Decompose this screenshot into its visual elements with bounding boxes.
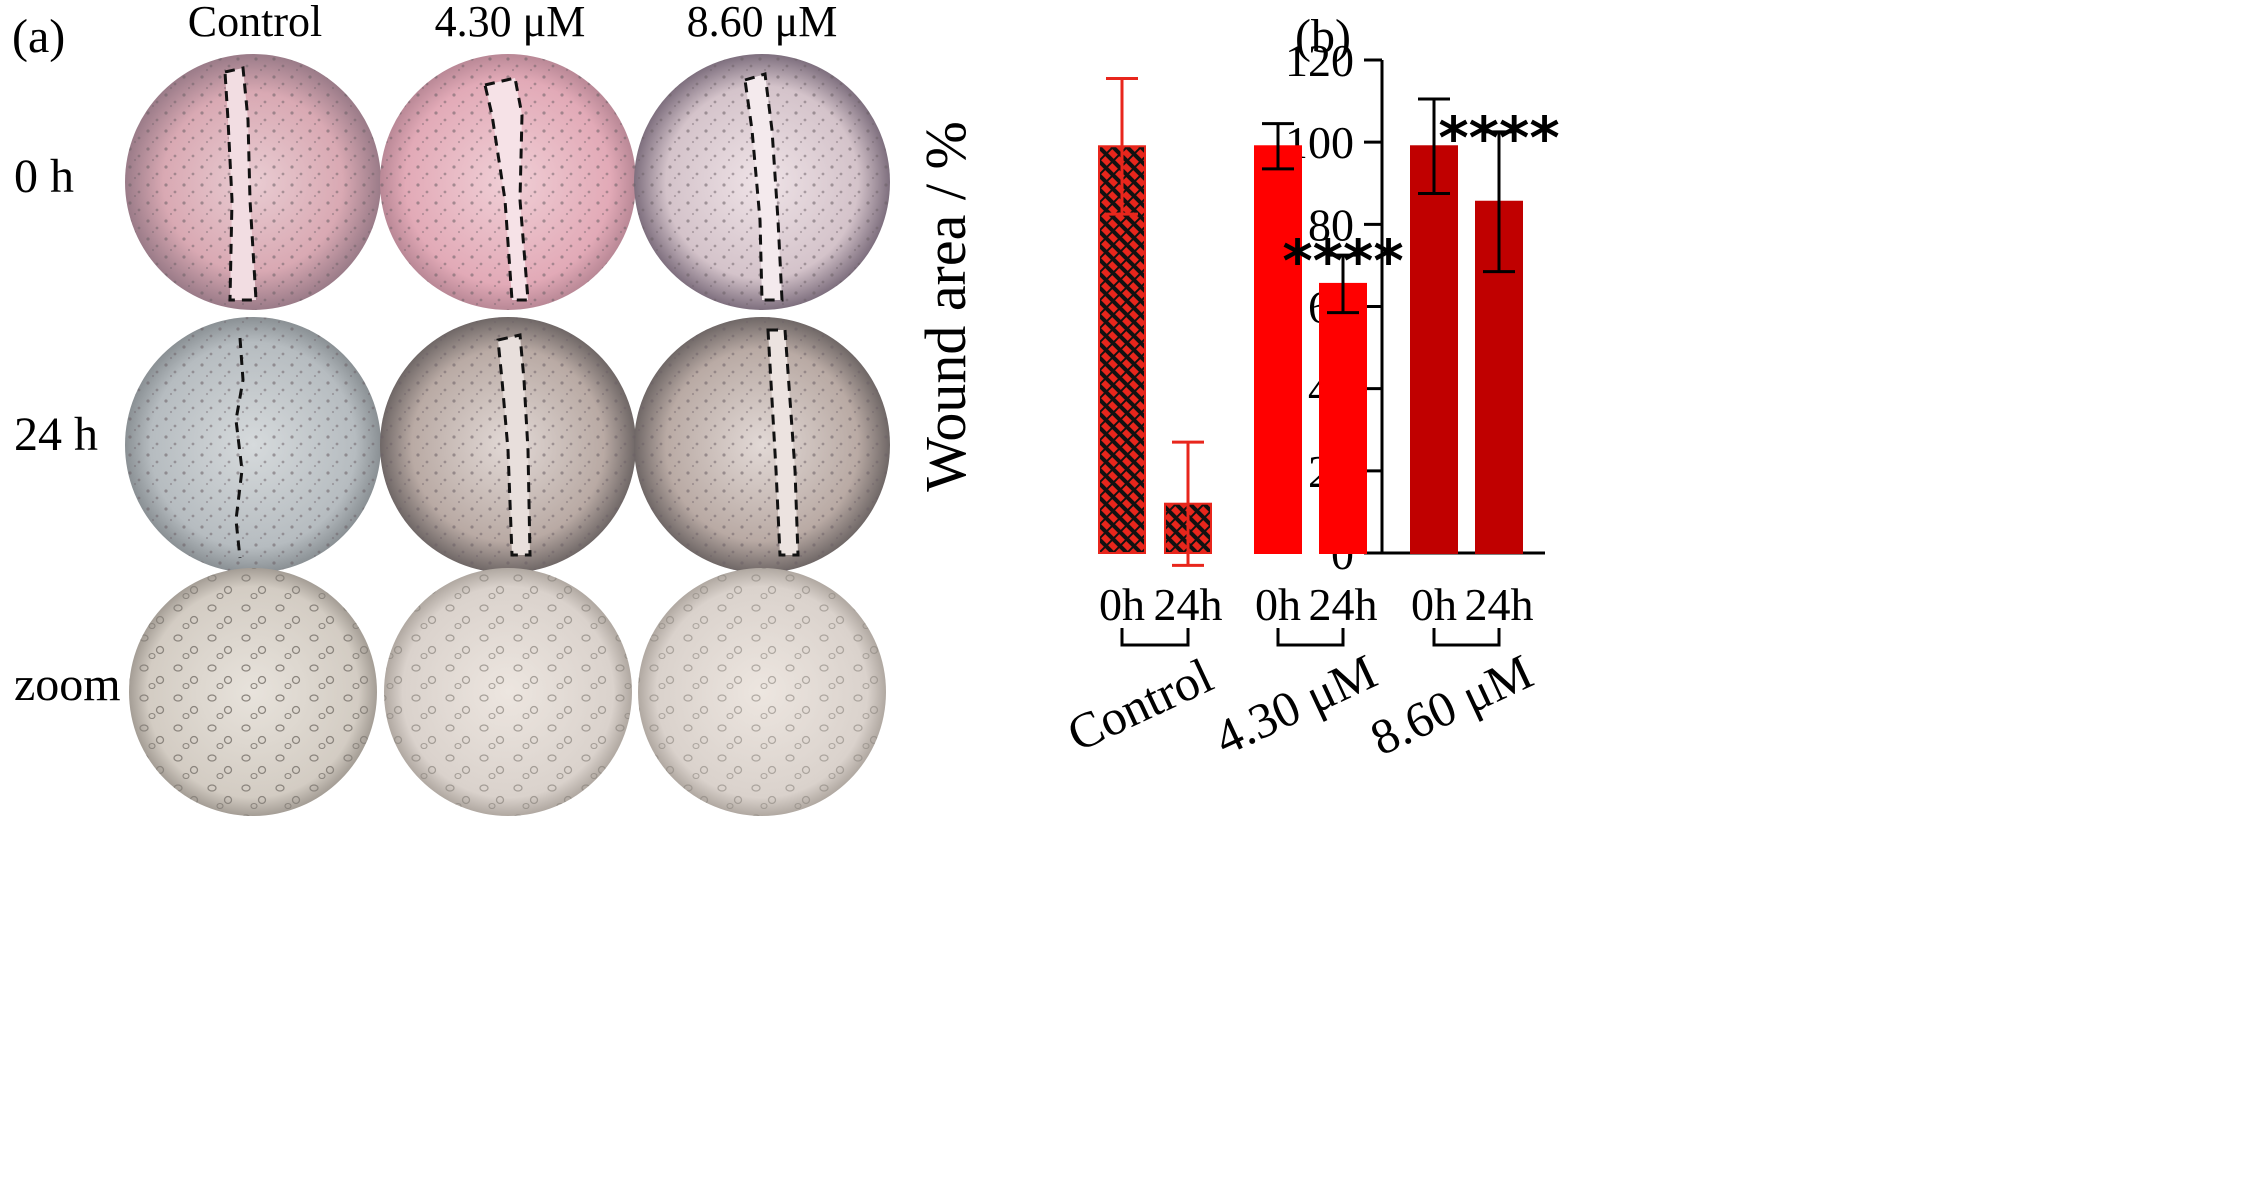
x-tick-label-4: 0h [1411, 579, 1457, 630]
group-bracket-1 [1276, 628, 1345, 647]
col-label-8-60: 8.60 μM [687, 0, 838, 46]
row-label-zoom: zoom [14, 658, 121, 711]
panel-a-label: (a) [12, 10, 65, 63]
micrograph-4-30-24h [380, 317, 636, 573]
bar-4.30uM-24h [1319, 282, 1367, 554]
group-label-1: 4.30 μM [1206, 643, 1385, 766]
group-label-0: Control [1059, 647, 1221, 762]
x-tick-label-3: 24h [1309, 579, 1378, 630]
group-label-2: 8.60 μM [1362, 643, 1541, 766]
significance-annotation-1: **** [1438, 104, 1559, 172]
micrograph-8-60-24h [634, 317, 890, 573]
row-label-0h: 0 h [14, 150, 74, 203]
bar-8.60uM-0h [1410, 145, 1458, 554]
row-label-24h: 24 h [14, 408, 98, 461]
group-bracket-2 [1432, 628, 1501, 647]
micrograph-control-0h [125, 54, 381, 310]
y-axis-label: Wound area / % [913, 121, 978, 492]
micrograph-8-60-zoom [638, 568, 886, 816]
panel-a: (a) Control 4.30 μM 8.60 μM 0 h 24 h zoo… [12, 0, 890, 816]
micrograph-4-30-0h [380, 54, 636, 310]
micrograph-4-30-zoom [384, 568, 632, 816]
x-tick-label-5: 24h [1465, 579, 1534, 630]
group-bracket-0 [1120, 628, 1190, 647]
x-tick-label-1: 24h [1154, 579, 1223, 630]
y-tick-label-120: 120 [1285, 35, 1354, 86]
col-label-4-30: 4.30 μM [435, 0, 586, 46]
y-tick-label-80: 80 [1308, 199, 1354, 250]
x-tick-label-0: 0h [1099, 579, 1145, 630]
bar-chart: 020406080100120Wound area / %0h24h0h24h0… [913, 35, 1560, 766]
significance-annotation-0: **** [1282, 227, 1403, 295]
col-label-control: Control [188, 0, 322, 46]
panel-b: (b) 020406080100120Wound area / %0h24h0h… [913, 10, 1560, 766]
micrograph-control-zoom [129, 568, 377, 816]
x-tick-label-2: 0h [1255, 579, 1301, 630]
micrograph-8-60-0h [634, 54, 890, 310]
bar-4.30uM-0h [1254, 145, 1302, 554]
panel-b-label: (b) [1295, 10, 1351, 63]
micrograph-control-24h [125, 317, 381, 573]
